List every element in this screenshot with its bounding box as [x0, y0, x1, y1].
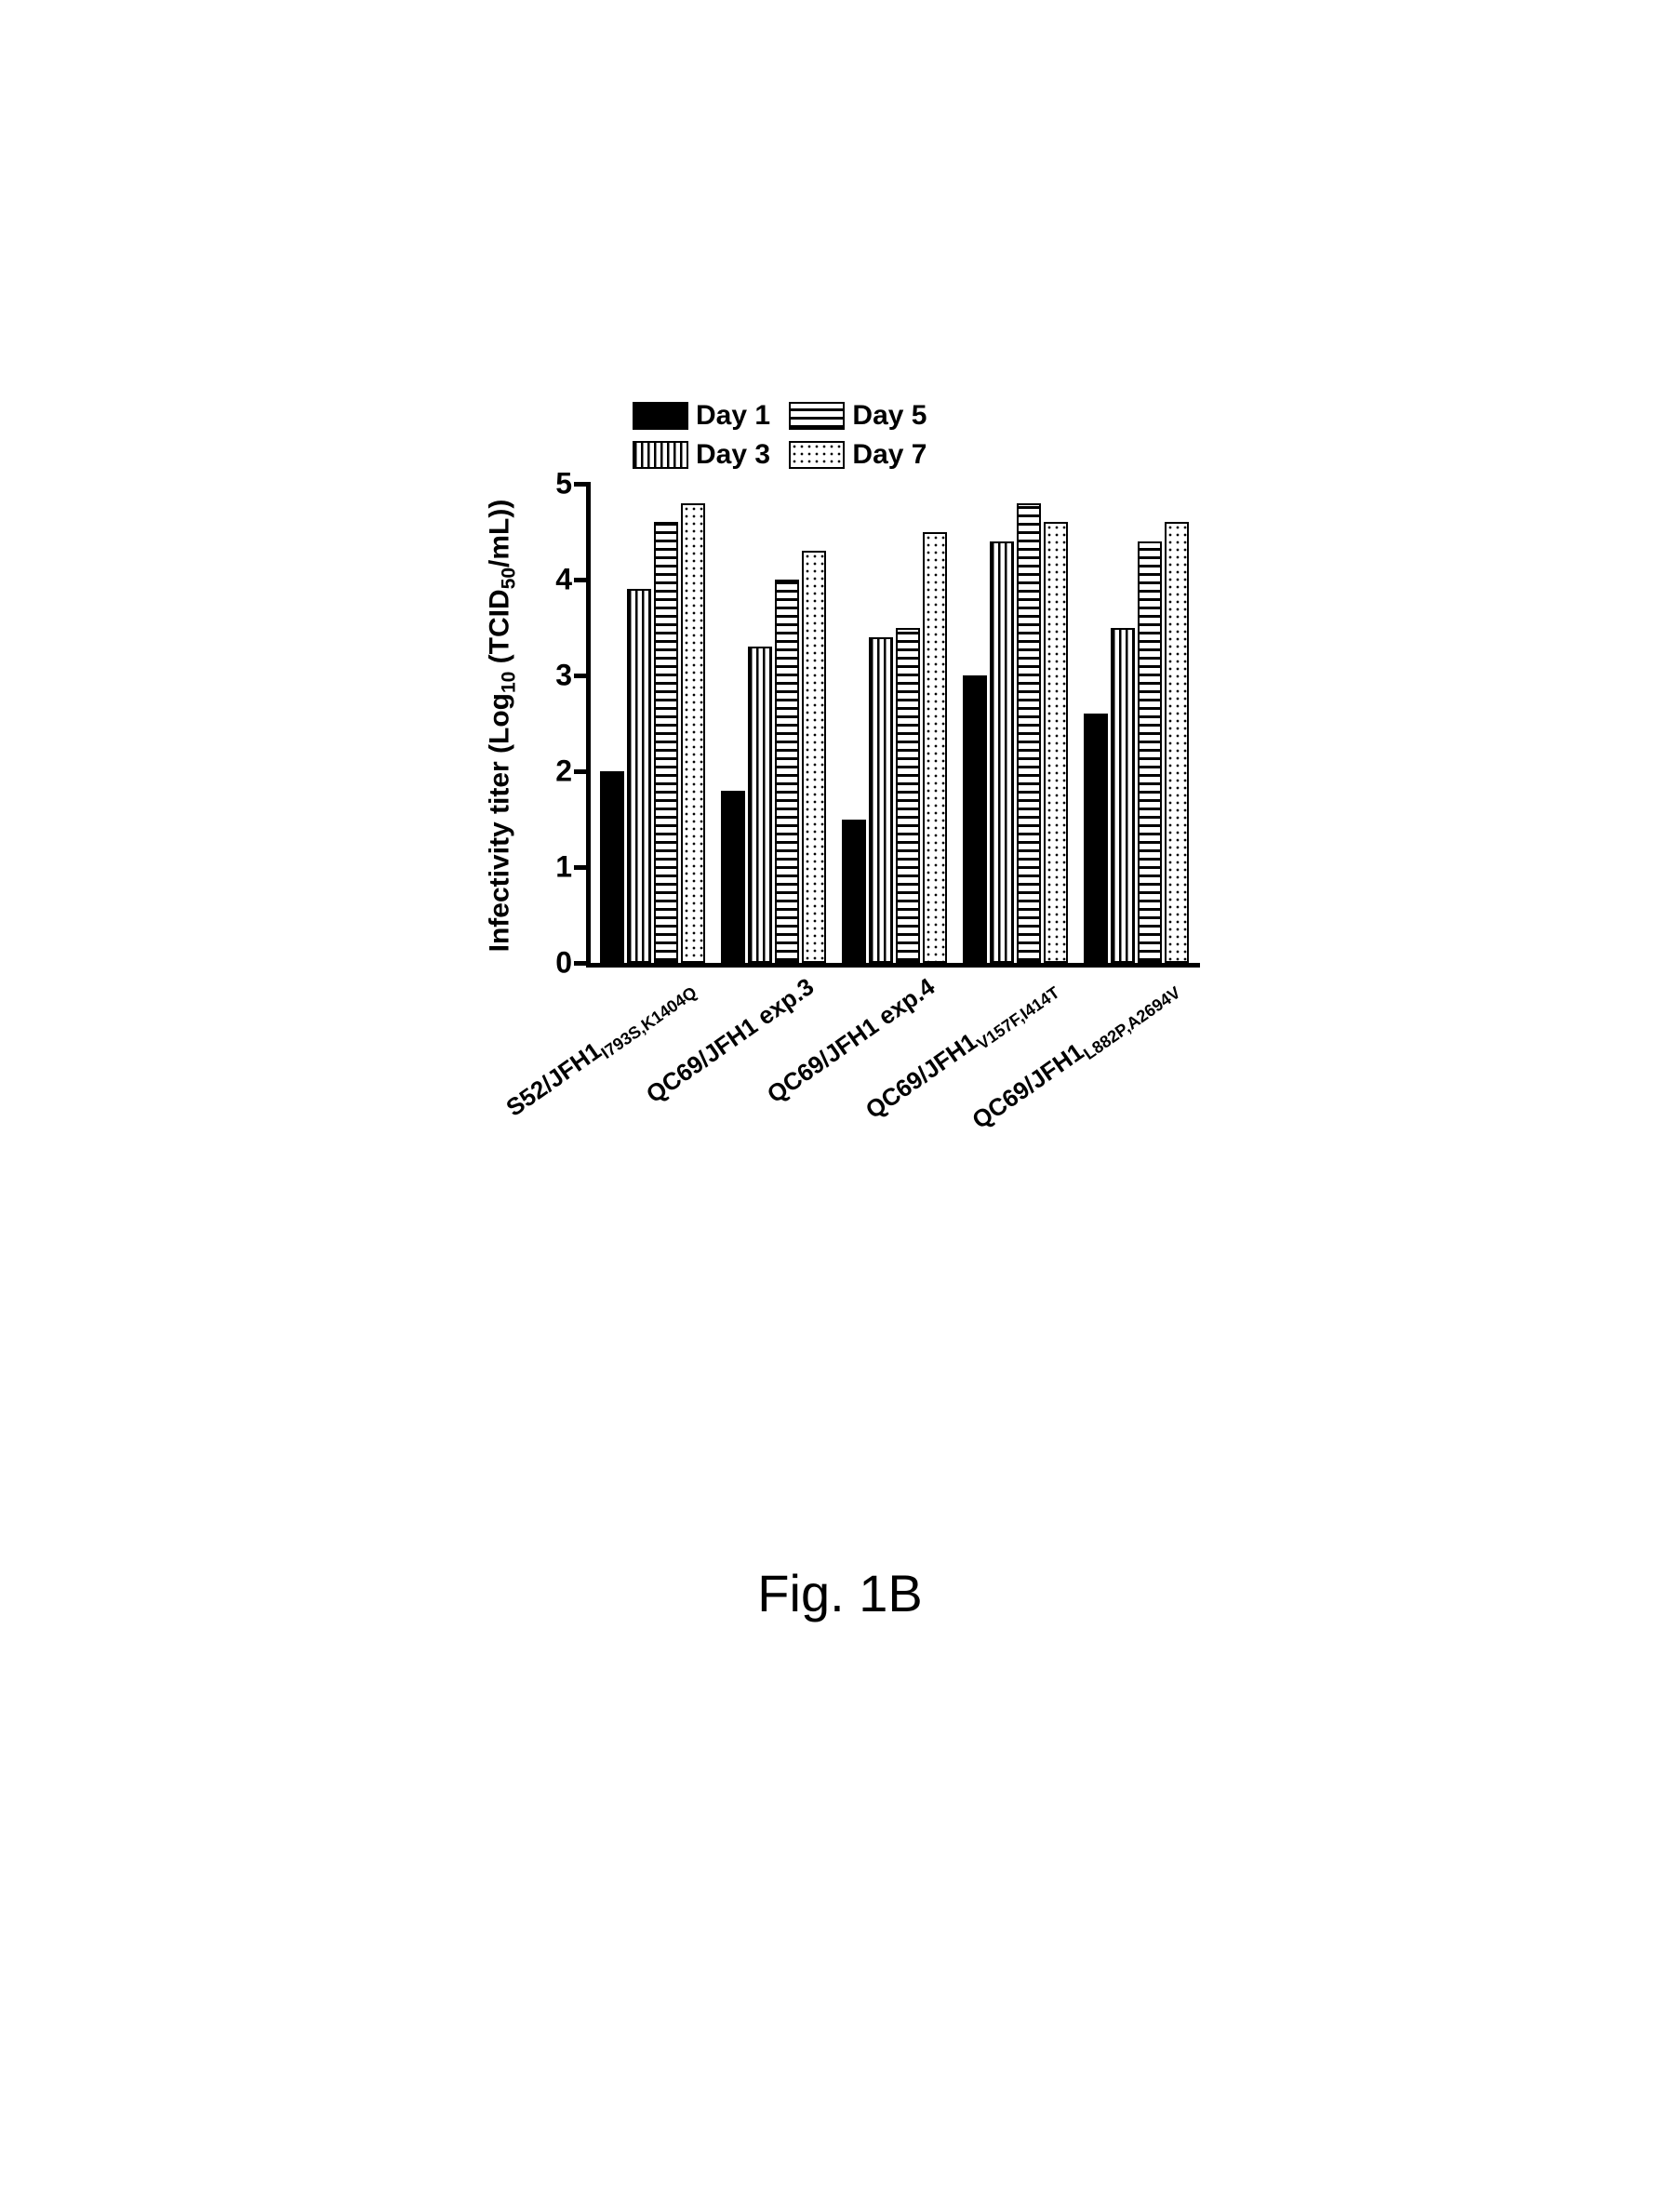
- legend-label-day1: Day 1: [696, 400, 770, 432]
- legend-item-day1: Day 1: [633, 400, 770, 432]
- chart-container: Day 1 Day 5 Day 3 Day 7 Infectivity ti: [447, 372, 1228, 1209]
- bar: [627, 589, 651, 963]
- bar: [963, 675, 987, 963]
- legend-label-day5: Day 5: [852, 400, 927, 432]
- bar: [896, 628, 920, 964]
- bar: [1111, 628, 1135, 964]
- legend-item-day7: Day 7: [789, 439, 927, 471]
- legend-label-day7: Day 7: [852, 439, 927, 471]
- legend: Day 1 Day 5 Day 3 Day 7: [633, 400, 938, 478]
- bar: [721, 791, 745, 963]
- legend-item-day5: Day 5: [789, 400, 927, 432]
- bar: [1044, 522, 1068, 963]
- bar: [1084, 714, 1108, 963]
- bar: [923, 532, 947, 964]
- y-tick-label: 5: [544, 467, 572, 501]
- bar: [681, 503, 705, 963]
- legend-swatch-day5: [789, 402, 845, 430]
- legend-row-2: Day 3 Day 7: [633, 439, 938, 478]
- y-tick: [574, 578, 591, 582]
- legend-label-day3: Day 3: [696, 439, 770, 471]
- legend-swatch-day3: [633, 441, 688, 469]
- bar: [654, 522, 678, 963]
- bar: [1017, 503, 1041, 963]
- bar: [775, 580, 799, 963]
- bar: [1138, 541, 1162, 963]
- y-tick: [574, 769, 591, 774]
- legend-row-1: Day 1 Day 5: [633, 400, 938, 439]
- bar: [842, 820, 866, 964]
- y-tick: [574, 482, 591, 487]
- y-tick-label: 3: [544, 659, 572, 693]
- y-tick: [574, 865, 591, 870]
- bar: [869, 637, 893, 963]
- y-tick: [574, 961, 591, 966]
- y-tick-label: 0: [544, 946, 572, 981]
- page: Day 1 Day 5 Day 3 Day 7 Infectivity ti: [0, 0, 1680, 2203]
- bar: [748, 647, 772, 963]
- legend-swatch-day1: [633, 402, 688, 430]
- bar: [1165, 522, 1189, 963]
- bar: [600, 771, 624, 963]
- bar: [990, 541, 1014, 963]
- y-tick-label: 4: [544, 563, 572, 597]
- plot-frame: 012345S52/JFH1I793S,K1404QQC69/JFH1 exp.…: [586, 484, 1200, 968]
- y-tick-label: 2: [544, 754, 572, 789]
- y-axis-label: Infectivity titer (Log10 (TCID50/mL)): [485, 500, 521, 953]
- y-tick: [574, 674, 591, 678]
- legend-item-day3: Day 3: [633, 439, 770, 471]
- y-tick-label: 1: [544, 850, 572, 885]
- legend-swatch-day7: [789, 441, 845, 469]
- figure-caption: Fig. 1B: [0, 1563, 1680, 1623]
- bar: [802, 551, 826, 963]
